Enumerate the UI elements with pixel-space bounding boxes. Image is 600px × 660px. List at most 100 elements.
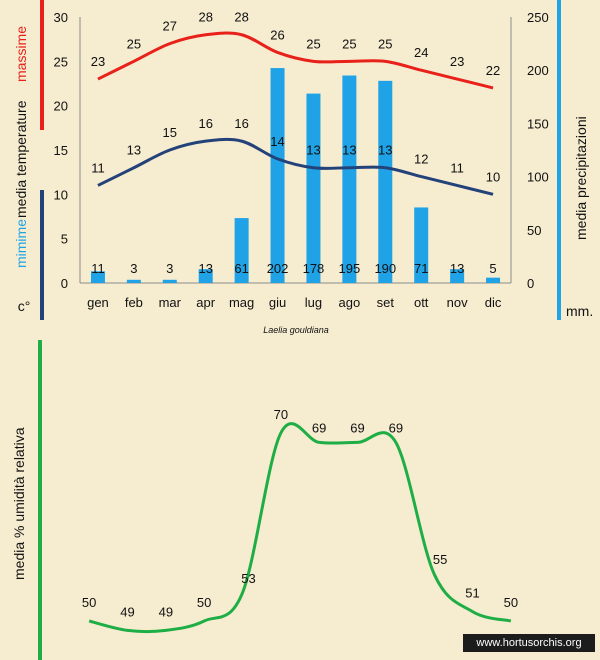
x-tick-label: ott [414,295,429,310]
min-temp-line [97,137,494,196]
min-temp-data-label: 13 [378,143,392,158]
precip-bar [162,279,177,283]
left-tick-label: 0 [61,276,68,291]
right-tick-label: 0 [527,276,534,291]
humidity-data-label: 69 [350,420,364,435]
precip-data-label: 202 [267,261,289,276]
precip-data-label: 13 [198,261,212,276]
chart-caption: Laelia gouldiana [263,325,329,335]
x-tick-label: dic [485,295,502,310]
left-tick-labels: 0 5 10 15 20 25 30 [54,10,68,291]
min-temp-data-label: 11 [91,160,105,175]
precip-bar [90,271,105,283]
right-tick-label: 50 [527,223,541,238]
max-temp-data-label: 25 [127,36,141,51]
max-temp-data-labels: 23 25 27 28 28 26 25 25 25 24 23 22 [91,10,501,78]
precip-data-label: 13 [450,261,464,276]
precip-data-label: 61 [234,261,248,276]
precip-axis-bar [557,0,561,320]
min-temp-axis-bar [40,190,44,320]
x-tick-label: apr [196,295,215,310]
left-tick-label: 10 [54,187,68,202]
left-tick-label: 20 [54,99,68,114]
left-tick-label: 15 [54,143,68,158]
min-temp-data-label: 13 [306,143,320,158]
humidity-data-label: 53 [241,571,255,586]
precip-data-label: 5 [489,261,496,276]
max-temp-data-label: 25 [342,36,356,51]
humidity-data-label: 55 [433,552,447,567]
left-tick-label: 30 [54,10,68,25]
x-tick-label: gen [87,295,109,310]
min-temp-data-label: 12 [414,152,428,167]
precip-data-labels: 11 3 3 13 61 202 178 195 190 71 13 5 [91,261,496,276]
humidity-data-labels: 50 49 49 50 53 70 69 69 69 55 51 50 [82,407,518,619]
max-temp-line [97,31,494,90]
min-temp-data-label: 16 [198,116,212,131]
left-tick-label: 25 [54,54,68,69]
right-axis-label: media precipitazioni [573,116,589,240]
x-tick-label: mag [229,295,254,310]
precip-bar [234,218,249,283]
right-tick-label: 150 [527,116,549,131]
site-credit: www.hortusorchis.org [463,634,595,652]
humidity-axis-label: media % umidità relativa [11,427,27,580]
humidity-data-label: 50 [197,595,211,610]
min-temp-data-label: 11 [450,160,464,175]
max-axis-label: massime [13,26,29,82]
max-temp-data-label: 22 [486,63,500,78]
x-tick-label: lug [305,295,322,310]
precip-bar [126,279,141,283]
precip-bar [414,207,429,283]
humidity-data-label: 51 [465,586,479,601]
precip-bar [342,75,357,284]
left-tick-label: 5 [61,232,68,247]
humidity-data-label: 50 [82,595,96,610]
min-temp-data-labels: 11 13 15 16 16 14 13 13 13 12 11 10 [91,116,500,184]
x-tick-label: ago [339,295,361,310]
precip-data-label: 195 [339,261,361,276]
x-tick-label: giu [269,295,286,310]
humidity-data-label: 70 [274,407,288,422]
max-temp-data-label: 28 [198,10,212,25]
precip-data-label: 3 [166,261,173,276]
min-temp-data-label: 16 [234,116,248,131]
right-unit-label: mm. [566,303,593,319]
humidity-data-label: 49 [120,604,134,619]
x-tick-label: set [377,295,395,310]
max-temp-data-label: 25 [306,36,320,51]
max-temp-data-label: 25 [378,36,392,51]
right-tick-label: 200 [527,63,549,78]
humidity-data-label: 69 [389,420,403,435]
precip-bar [486,277,501,283]
right-tick-labels: 0 50 100 150 200 250 [527,10,549,291]
humidity-data-label: 69 [312,420,326,435]
x-tick-label: feb [125,295,143,310]
max-temp-data-label: 24 [414,45,428,60]
precip-bars [90,68,501,284]
min-temp-data-label: 15 [163,125,177,140]
precip-data-label: 3 [130,261,137,276]
right-tick-label: 100 [527,170,549,185]
humidity-data-label: 50 [504,595,518,610]
precip-bar [198,269,213,283]
x-tick-label: mar [159,295,182,310]
max-temp-data-label: 23 [91,54,105,69]
humidity-line [88,422,512,634]
right-tick-label: 250 [527,10,549,25]
max-temp-data-label: 23 [450,54,464,69]
precip-data-label: 11 [91,261,105,276]
min-temp-data-label: 10 [486,169,500,184]
humidity-data-label: 49 [159,604,173,619]
min-temp-data-label: 14 [270,134,284,149]
precip-bar [270,68,285,284]
precip-data-label: 190 [374,261,396,276]
precip-bar [450,269,465,283]
precip-bar [378,80,393,283]
precip-bar [306,93,321,283]
precip-data-label: 178 [303,261,325,276]
precip-data-label: 71 [414,261,428,276]
temperature-axis-label: media temperature [13,100,29,218]
